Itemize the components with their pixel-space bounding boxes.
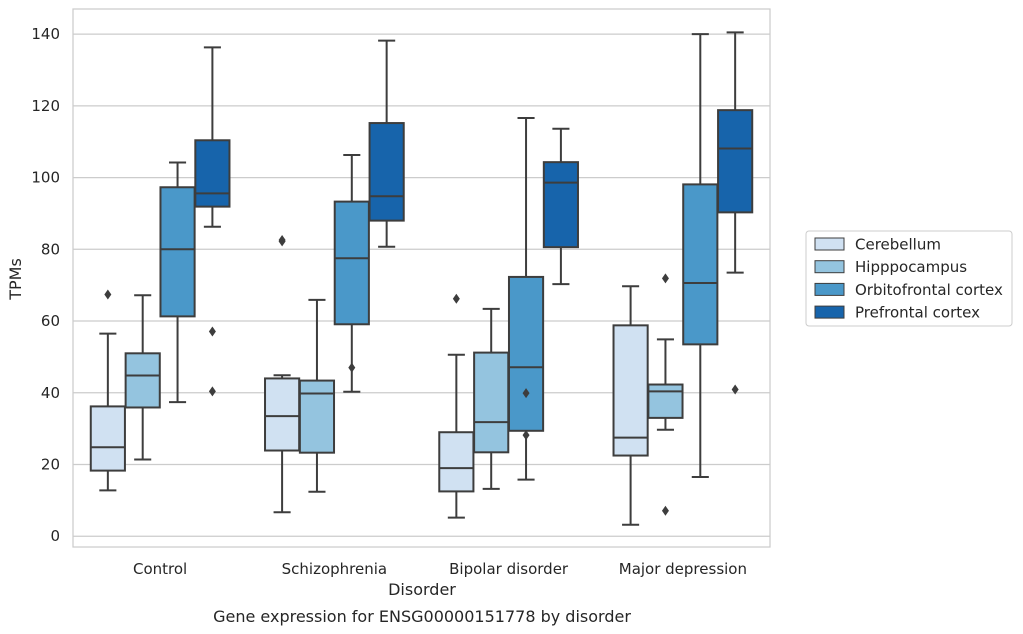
legend-swatch — [814, 260, 845, 274]
outlier-marker — [661, 273, 669, 284]
y-tick-label: 0 — [50, 527, 60, 545]
outlier-marker — [452, 293, 460, 304]
box-body — [298, 379, 336, 454]
x-tick-label: Schizophrenia — [282, 560, 387, 578]
legend-label: Hipppocampus — [855, 258, 967, 276]
chart-caption: Gene expression for ENSG00000151778 by d… — [213, 607, 631, 626]
y-axis-label: TPMs — [6, 258, 25, 301]
y-tick-label: 120 — [31, 97, 60, 115]
box-orbitofrontal-cortex — [682, 33, 719, 479]
box-body — [333, 200, 370, 326]
outlier-marker — [208, 386, 216, 397]
box-cerebellum — [89, 289, 126, 492]
outlier-marker — [208, 326, 216, 337]
x-tick-label: Control — [133, 560, 187, 578]
box-body — [89, 405, 126, 472]
y-tick-label: 140 — [31, 25, 60, 43]
outlier-marker — [278, 236, 286, 247]
plot-frame — [72, 8, 771, 548]
box-body — [507, 275, 545, 432]
x-tick-label: Major depression — [619, 560, 747, 578]
box-prefrontal-cortex — [542, 127, 579, 286]
box-body — [647, 383, 684, 419]
box-hipppocampus — [473, 307, 510, 490]
outlier-marker — [104, 289, 112, 300]
x-axis-label: Disorder — [388, 580, 456, 599]
box-cerebellum — [438, 293, 475, 519]
box-prefrontal-cortex — [717, 31, 754, 395]
box-prefrontal-cortex — [194, 46, 231, 397]
legend-swatch — [814, 282, 845, 296]
box-body — [194, 139, 231, 208]
legend: Cerebellum Hipppocampus Orbitofrontal cort… — [805, 230, 1013, 327]
box-orbitofrontal-cortex — [507, 117, 545, 481]
box-hipppocampus — [647, 273, 684, 516]
box-body — [612, 324, 649, 457]
outlier-marker — [731, 384, 739, 395]
outlier-marker — [522, 388, 530, 399]
box-body — [473, 351, 510, 454]
box-hipppocampus — [124, 294, 161, 461]
box-body — [682, 183, 719, 346]
box-orbitofrontal-cortex — [333, 153, 370, 393]
y-tick-label: 80 — [41, 240, 60, 258]
box-cerebellum — [612, 285, 649, 526]
box-body — [368, 122, 405, 222]
y-tick-label: 100 — [31, 169, 60, 187]
outlier-marker — [348, 362, 356, 373]
box-body — [124, 352, 161, 409]
outlier-marker — [661, 505, 669, 516]
y-tick-label: 60 — [41, 312, 60, 330]
box-hipppocampus — [298, 298, 336, 493]
box-series — [89, 31, 754, 526]
legend-swatch — [814, 305, 845, 319]
box-body — [438, 431, 475, 493]
y-tick-labels: 0 20 40 60 80 100 120 140 — [31, 25, 60, 545]
outlier-marker — [522, 430, 530, 441]
y-tick-label: 40 — [41, 384, 60, 402]
legend-frame — [805, 230, 1013, 327]
legend-swatch — [814, 237, 845, 251]
box-body — [717, 109, 754, 214]
box-body — [264, 377, 301, 452]
legend-label: Cerebellum — [855, 236, 941, 254]
x-tick-labels: Control Schizophrenia Bipolar disorder Majo… — [133, 560, 747, 578]
legend-label: Orbitofrontal cortex — [855, 281, 1003, 299]
box-body — [159, 186, 196, 318]
box-prefrontal-cortex — [368, 39, 405, 248]
y-tick-label: 20 — [41, 456, 60, 474]
x-tick-label: Bipolar disorder — [449, 560, 569, 578]
legend-label: Prefrontal cortex — [855, 304, 980, 322]
box-orbitofrontal-cortex — [159, 161, 196, 404]
box-body — [542, 161, 579, 249]
box-cerebellum — [264, 234, 301, 514]
